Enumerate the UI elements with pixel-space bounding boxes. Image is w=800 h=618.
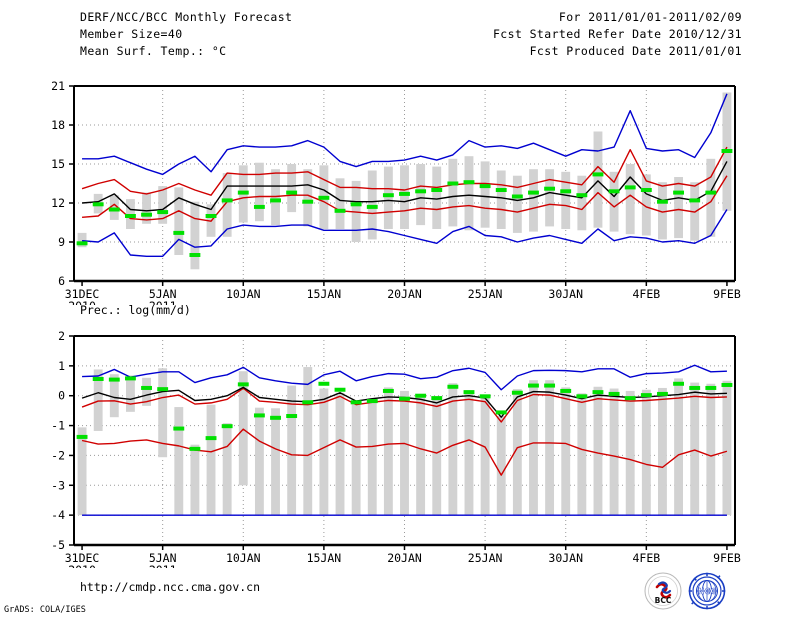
cmdp-url-link[interactable]: http://cmdp.ncc.cma.gov.cn — [80, 580, 261, 594]
svg-text:-4: -4 — [51, 508, 65, 522]
grads-credit-label: GrADS: COLA/IGES — [4, 605, 86, 615]
svg-text:2: 2 — [58, 329, 65, 343]
svg-text:15JAN: 15JAN — [307, 551, 342, 565]
svg-text:-5: -5 — [51, 538, 65, 552]
svg-text:20JAN: 20JAN — [387, 287, 422, 301]
precipitation-axis-title: Prec.: log(mm/d) — [80, 303, 191, 317]
svg-text:31DEC: 31DEC — [65, 287, 100, 301]
svg-text:5JAN: 5JAN — [149, 287, 177, 301]
svg-text:-3: -3 — [51, 478, 65, 492]
refer-date-label: Fcst Started Refer Date 2010/12/31 — [492, 27, 742, 41]
svg-text:BCC: BCC — [655, 596, 672, 605]
svg-text:9FEB: 9FEB — [713, 287, 741, 301]
ncc-logo: NCC — [688, 572, 726, 610]
svg-text:10JAN: 10JAN — [226, 551, 261, 565]
forecast-period-label: For 2011/01/01-2011/02/09 — [558, 10, 742, 24]
member-size-label: Member Size=40 — [80, 27, 183, 41]
svg-text:30JAN: 30JAN — [548, 551, 583, 565]
svg-text:2011: 2011 — [149, 563, 177, 568]
svg-text:10JAN: 10JAN — [226, 287, 261, 301]
svg-text:2010: 2010 — [68, 563, 96, 568]
bcc-logo: BCC — [644, 572, 682, 610]
svg-text:9: 9 — [58, 235, 65, 249]
svg-text:NCC: NCC — [698, 587, 717, 596]
forecast-title: DERF/NCC/BCC Monthly Forecast — [80, 10, 293, 24]
svg-text:2010: 2010 — [68, 299, 96, 305]
svg-text:5JAN: 5JAN — [149, 551, 177, 565]
svg-text:4FEB: 4FEB — [632, 287, 660, 301]
precipitation-chart-panel: -5 -4 -3 -2 -1 0 1 2 31DEC2010 5JAN2011 10JAN 15JAN… — [0, 318, 800, 568]
svg-text:20JAN: 20JAN — [387, 551, 422, 565]
svg-text:4FEB: 4FEB — [632, 551, 660, 565]
temperature-chart-panel: 6 9 12 15 18 21 31DEC2010 5JAN2011 10JAN 15JAN 20J… — [0, 60, 800, 305]
precipitation-plot: -5 -4 -3 -2 -1 0 1 2 31DEC2010 5JAN2011 10JAN 15JAN… — [51, 329, 741, 568]
svg-text:31DEC: 31DEC — [65, 551, 100, 565]
svg-text:15: 15 — [51, 157, 65, 171]
svg-text:0: 0 — [58, 389, 65, 403]
svg-text:2011: 2011 — [149, 299, 177, 305]
svg-text:21: 21 — [51, 79, 65, 93]
svg-text:-2: -2 — [51, 448, 65, 462]
svg-text:15JAN: 15JAN — [307, 287, 342, 301]
svg-text:25JAN: 25JAN — [468, 551, 503, 565]
temperature-plot: 6 9 12 15 18 21 31DEC2010 5JAN2011 10JAN 15JAN 20J… — [51, 79, 741, 305]
svg-text:12: 12 — [51, 196, 65, 210]
svg-text:6: 6 — [58, 274, 65, 288]
svg-text:-1: -1 — [51, 419, 65, 433]
svg-text:18: 18 — [51, 118, 65, 132]
produced-date-label: Fcst Produced Date 2011/01/01 — [529, 44, 742, 58]
svg-text:30JAN: 30JAN — [548, 287, 583, 301]
variable-label: Mean Surf. Temp.: °C — [80, 44, 227, 58]
svg-text:25JAN: 25JAN — [468, 287, 503, 301]
svg-text:9FEB: 9FEB — [713, 551, 741, 565]
svg-text:1: 1 — [58, 359, 65, 373]
